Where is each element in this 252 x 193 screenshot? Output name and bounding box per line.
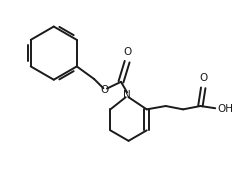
Text: O: O bbox=[199, 73, 207, 83]
Text: O: O bbox=[123, 47, 132, 57]
Text: O: O bbox=[100, 85, 108, 95]
Text: OH: OH bbox=[216, 104, 232, 114]
Text: N: N bbox=[123, 90, 131, 100]
